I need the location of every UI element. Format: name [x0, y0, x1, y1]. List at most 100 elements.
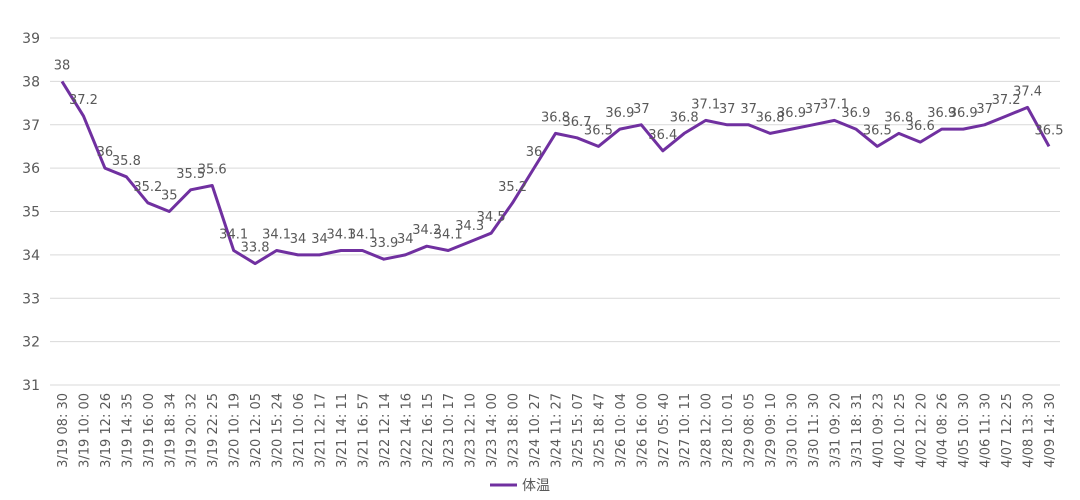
data-label: 36.7: [562, 115, 591, 130]
x-tick-label: 3/24 10: 27: [528, 393, 543, 468]
x-tick-label: 3/30 10: 30: [786, 393, 801, 468]
data-label: 33.8: [241, 241, 270, 256]
legend: 体温: [490, 478, 550, 494]
data-label: 36.9: [605, 106, 634, 121]
x-tick-label: 3/28 10: 01: [721, 393, 736, 468]
x-tick-label: 3/19 14: 35: [120, 393, 135, 468]
series-line-temperature: [60, 80, 1051, 266]
x-tick-label: 4/07 12: 25: [1000, 393, 1015, 468]
x-tick-label: 3/24 11: 27: [550, 393, 565, 468]
x-tick-label: 3/22 12: 14: [378, 393, 393, 468]
legend-label: 体温: [522, 478, 550, 494]
x-tick-label: 3/19 10: 00: [77, 393, 92, 468]
data-label: 34.3: [455, 219, 484, 234]
data-labels: 3837.23635.835.23535.535.634.133.834.134…: [54, 58, 1064, 255]
data-label: 34.5: [477, 210, 506, 225]
data-label: 36.8: [670, 110, 699, 125]
x-tick-label: 4/06 11: 30: [979, 393, 994, 468]
data-label: 36.6: [906, 119, 935, 134]
series-line-layer: [60, 80, 1051, 266]
x-tick-label: 3/26 16: 00: [635, 393, 650, 468]
data-label: 34: [311, 232, 328, 247]
x-tick-label: 4/05 10: 30: [957, 393, 972, 468]
data-label: 34: [397, 232, 414, 247]
x-tick-label: 3/23 14: 00: [485, 393, 500, 468]
data-label: 37.2: [992, 93, 1021, 108]
data-label: 35.6: [198, 162, 227, 177]
data-label: 37.2: [69, 93, 98, 108]
data-label: 36.9: [841, 106, 870, 121]
x-tick-label: 3/27 05: 40: [657, 393, 672, 468]
x-tick-label: 3/27 10: 11: [678, 393, 693, 468]
data-label: 37: [633, 102, 650, 117]
x-tick-label: 3/20 12: 05: [249, 393, 264, 468]
y-tick-label: 38: [22, 74, 40, 90]
x-tick-label: 3/30 11: 30: [807, 393, 822, 468]
x-tick-label: 3/21 14: 11: [335, 393, 350, 468]
data-label: 36: [97, 145, 114, 160]
x-tick-label: 3/31 09: 20: [828, 393, 843, 468]
data-label: 36.9: [777, 106, 806, 121]
data-label: 38: [54, 58, 71, 73]
data-label: 34.1: [434, 228, 463, 243]
y-tick-label: 33: [22, 291, 40, 307]
x-tick-label: 4/09 14: 30: [1043, 393, 1058, 468]
data-label: 36.5: [584, 123, 613, 138]
x-tick-label: 3/19 16: 00: [142, 393, 157, 468]
x-tick-label: 3/23 18: 00: [507, 393, 522, 468]
data-label: 36.8: [884, 110, 913, 125]
data-label: 35.2: [498, 180, 527, 195]
x-tick-label: 3/19 20: 32: [185, 393, 200, 468]
data-label: 36.4: [648, 128, 677, 143]
x-tick-label: 3/21 16: 57: [356, 393, 371, 468]
data-label: 36.5: [863, 123, 892, 138]
data-label: 37.1: [691, 97, 720, 112]
x-tick-label: 3/23 12: 10: [464, 393, 479, 468]
data-label: 35: [161, 189, 178, 204]
data-label: 37: [719, 102, 736, 117]
data-label: 34.1: [219, 228, 248, 243]
x-tick-label: 3/19 08: 30: [56, 393, 71, 468]
data-label: 35.5: [176, 167, 205, 182]
x-tick-label: 4/08 13: 30: [1022, 393, 1037, 468]
y-tick-label: 32: [22, 335, 40, 351]
x-tick-label: 3/22 14: 16: [399, 393, 414, 468]
x-tick-label: 4/01 09: 23: [871, 393, 886, 468]
gridlines: [50, 37, 1060, 386]
data-label: 36.8: [756, 110, 785, 125]
data-label: 37: [976, 102, 993, 117]
x-tick-label: 4/02 12: 20: [914, 393, 929, 468]
y-tick-label: 36: [22, 161, 40, 177]
data-label: 36.5: [1035, 123, 1064, 138]
x-tick-label: 3/26 10: 04: [614, 393, 629, 468]
x-tick-label: 3/21 10: 06: [292, 393, 307, 468]
data-label: 36: [526, 145, 543, 160]
x-tick-label: 3/25 18: 47: [592, 393, 607, 468]
x-tick-label: 3/20 10: 19: [228, 393, 243, 468]
data-label: 34.1: [348, 228, 377, 243]
data-label: 34.1: [262, 228, 291, 243]
x-axis-ticks: 3/19 08: 30 3/19 10: 00 3/19 12: 26 3/19 14…: [56, 393, 1058, 468]
x-tick-label: 3/25 15: 07: [571, 393, 586, 468]
x-tick-label: 3/20 15: 24: [271, 393, 286, 468]
x-tick-label: 3/28 12: 00: [700, 393, 715, 468]
y-axis-ticks: 31 32 33 34 35 36 37 38 39: [22, 31, 40, 394]
data-label: 34.1: [326, 228, 355, 243]
data-label: 35.2: [133, 180, 162, 195]
x-tick-label: 3/19 12: 26: [99, 393, 114, 468]
x-tick-label: 3/22 16: 15: [421, 393, 436, 468]
x-tick-label: 3/29 08: 05: [743, 393, 758, 468]
y-tick-label: 35: [22, 205, 40, 221]
data-label: 37.4: [1013, 84, 1042, 99]
data-label: 34.2: [412, 223, 441, 238]
x-tick-label: 4/04 08: 26: [936, 393, 951, 468]
data-label: 34: [290, 232, 307, 247]
x-tick-label: 3/31 18: 31: [850, 393, 865, 468]
y-tick-label: 31: [22, 378, 40, 394]
data-label: 37: [740, 102, 757, 117]
data-label: 37: [805, 102, 822, 117]
data-label: 35.8: [112, 154, 141, 169]
y-tick-label: 34: [22, 248, 40, 264]
x-tick-label: 3/23 10: 17: [442, 393, 457, 468]
